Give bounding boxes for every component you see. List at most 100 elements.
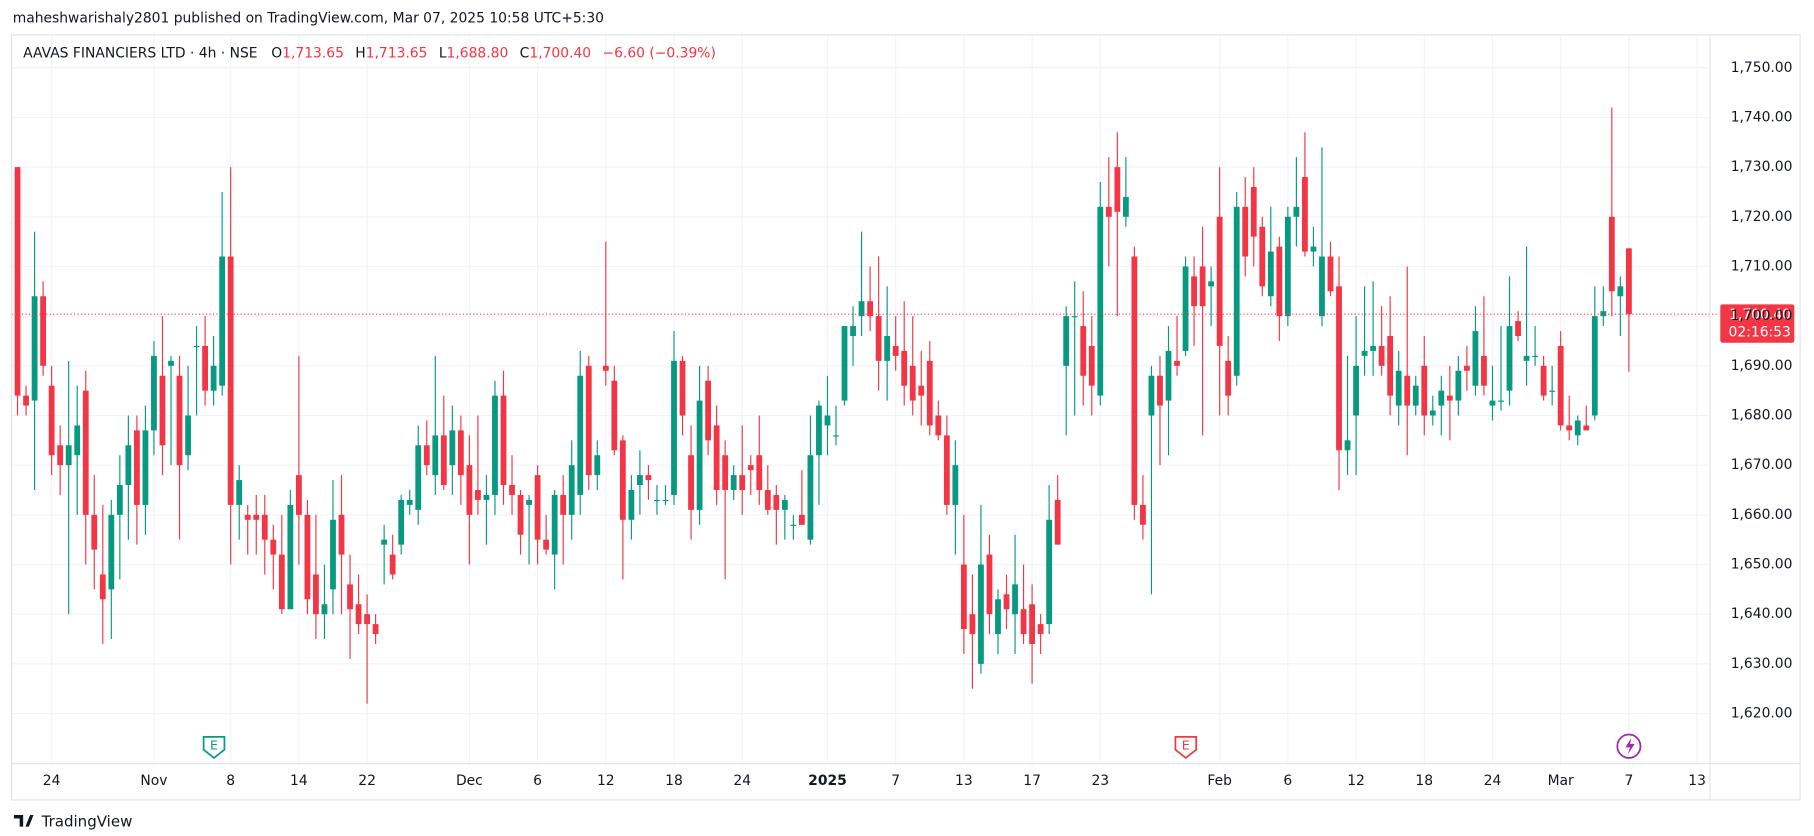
- x-tick-label: 24: [43, 773, 61, 789]
- candle-body: [1225, 360, 1232, 396]
- candle-body: [347, 584, 353, 610]
- candle-body: [577, 375, 584, 495]
- candle-body: [534, 475, 541, 540]
- candle-body: [978, 564, 984, 664]
- candle-body: [1608, 216, 1615, 292]
- candle-body: [1165, 350, 1172, 401]
- candle-body: [1464, 365, 1470, 371]
- candle-body: [705, 380, 712, 441]
- event-label: E: [1182, 739, 1190, 754]
- candle-body: [1412, 385, 1419, 406]
- candle-body: [1063, 316, 1070, 366]
- candle-body: [1549, 390, 1556, 392]
- candle-body: [816, 405, 822, 456]
- candle-body: [1233, 206, 1240, 376]
- split-marker[interactable]: [1616, 733, 1642, 759]
- candle-body: [1625, 248, 1632, 315]
- candle-body: [151, 355, 157, 431]
- published-note: maheshwarishaly2801 published on Trading…: [13, 11, 604, 27]
- x-tick-label: 6: [1283, 773, 1292, 789]
- candle-body: [628, 490, 635, 520]
- candle-body: [432, 435, 439, 476]
- candle-body: [295, 475, 302, 515]
- candle-body: [1088, 345, 1095, 386]
- x-tick-label: 6: [533, 773, 542, 789]
- candle-body: [867, 301, 874, 317]
- candle-body: [722, 455, 729, 491]
- candle-body: [1003, 594, 1010, 610]
- candle-body: [1140, 504, 1146, 525]
- candle-body: [952, 465, 959, 505]
- legend-low-key: L: [439, 46, 447, 62]
- candle-body: [926, 360, 933, 426]
- candle-body: [1157, 375, 1163, 406]
- candle-body: [909, 365, 916, 401]
- candle-body: [1472, 331, 1479, 386]
- candle-body: [637, 475, 643, 486]
- candle-body: [1114, 167, 1121, 212]
- candle-body: [943, 435, 950, 505]
- candle-body: [31, 296, 38, 401]
- candle-body: [227, 256, 234, 505]
- legend-symbol: AAVAS FINANCIERS LTD · 4h · NSE: [23, 46, 257, 62]
- x-tick-label: 7: [1624, 773, 1633, 789]
- candle-body: [679, 360, 686, 416]
- candle-body: [1429, 410, 1436, 416]
- y-tick-label: 1,650.00: [1731, 556, 1793, 572]
- candle-body: [57, 445, 64, 466]
- event-marker[interactable]: E: [202, 736, 226, 759]
- candle-body: [585, 365, 592, 476]
- x-tick-label: Nov: [140, 773, 167, 789]
- candle-body: [133, 430, 140, 505]
- candle-body: [202, 345, 209, 391]
- candle-body: [1199, 266, 1206, 307]
- candle-body: [892, 345, 899, 356]
- x-tick-label: 24: [733, 773, 751, 789]
- x-tick-label: Feb: [1207, 773, 1232, 789]
- candle-body: [1319, 256, 1325, 317]
- candle-body: [1353, 365, 1359, 416]
- candle-body: [969, 614, 976, 635]
- legend-change: −6.60 (−0.39%): [602, 46, 715, 62]
- candle-body: [1046, 519, 1053, 625]
- y-tick-label: 1,640.00: [1731, 606, 1793, 622]
- event-marker[interactable]: E: [1174, 736, 1198, 759]
- candle-body: [355, 604, 362, 625]
- countdown: 02:16:53: [1729, 324, 1791, 340]
- legend-open-key: O: [271, 46, 282, 62]
- candle-body: [739, 475, 746, 491]
- candle-body: [619, 440, 626, 520]
- candle-body: [457, 430, 464, 476]
- candle-body: [696, 400, 703, 510]
- x-tick-label: 2025: [808, 773, 847, 789]
- y-tick-label: 1,670.00: [1731, 457, 1793, 473]
- legend-close-key: C: [520, 46, 530, 62]
- candle-body: [551, 494, 558, 555]
- x-tick-label: 18: [665, 773, 683, 789]
- legend-high-key: H: [355, 46, 365, 62]
- candle-body: [1489, 400, 1496, 406]
- x-tick-label: 22: [358, 773, 376, 789]
- candle-body: [1421, 365, 1428, 416]
- x-tick-label: 24: [1484, 773, 1502, 789]
- candle-body: [99, 574, 106, 600]
- candle-body: [492, 395, 498, 495]
- candle-body: [483, 494, 490, 500]
- candle-body: [40, 296, 47, 366]
- candle-body: [1591, 316, 1598, 416]
- candle-body: [500, 395, 507, 486]
- candle-body: [1284, 216, 1291, 317]
- candle-body: [338, 514, 345, 555]
- candle-body: [517, 494, 524, 535]
- candle-body: [48, 385, 55, 456]
- candle-body: [185, 415, 191, 456]
- y-tick-label: 1,730.00: [1731, 159, 1793, 175]
- candle-body: [850, 326, 856, 337]
- candle-body: [1336, 286, 1342, 451]
- x-tick-label: 17: [1023, 773, 1041, 789]
- candle-body: [389, 554, 396, 575]
- y-tick-label: 1,740.00: [1731, 109, 1793, 125]
- candle-body: [1208, 281, 1215, 287]
- x-tick-label: 12: [597, 773, 615, 789]
- y-tick-label: 1,700.00: [1731, 308, 1793, 324]
